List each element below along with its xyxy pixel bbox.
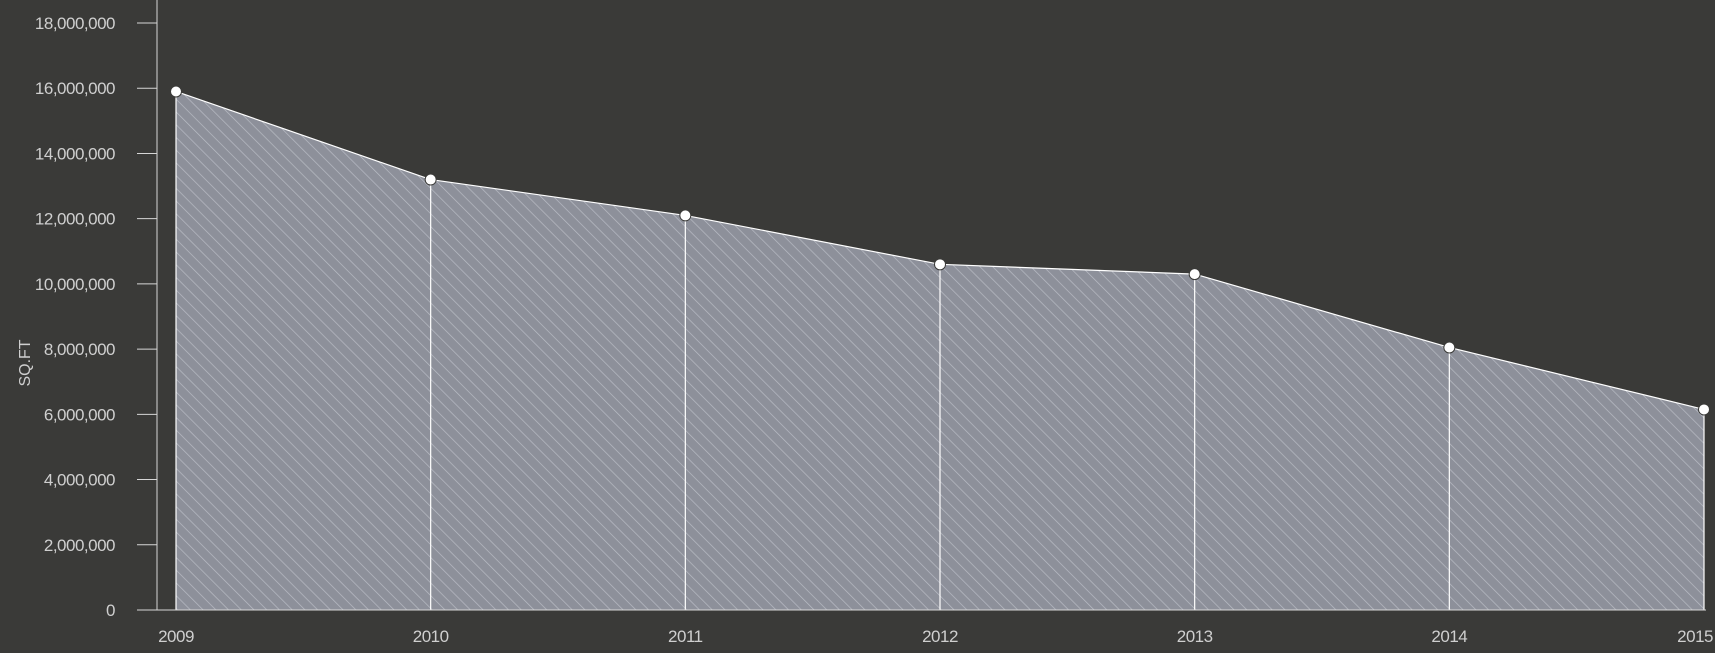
data-point-2010 (424, 173, 437, 186)
data-point-2009 (170, 85, 182, 98)
y-tick-label: 10,000,000 (35, 275, 115, 294)
y-tick-label: 14,000,000 (35, 144, 115, 163)
axis-layer: 0 2,000,000 4,000,000 6,000,000 8,000,000 10,… (35, 0, 1714, 646)
x-tick-label: 2011 (668, 627, 703, 646)
data-point-2012 (934, 258, 946, 271)
data-point-2015 (1698, 403, 1710, 416)
x-tick-label: 2010 (413, 627, 449, 646)
x-tick-label: 2015 (1677, 627, 1713, 646)
x-tick-label: 2014 (1431, 627, 1467, 646)
x-tick-label: 2012 (922, 627, 958, 646)
y-tick-label: 16,000,000 (35, 79, 115, 98)
y-tick-label: 18,000,000 (35, 14, 115, 33)
marker-layer (170, 85, 1710, 416)
y-axis-title: SQ.FT (17, 339, 34, 386)
y-tick-label: 12,000,000 (35, 210, 115, 229)
y-tick-label: 4,000,000 (44, 471, 115, 490)
area-layer (175, 90, 1705, 610)
y-tick-label: 6,000,000 (44, 405, 115, 424)
x-tick-label: 2013 (1177, 627, 1213, 646)
data-point-2013 (1188, 268, 1201, 281)
y-tick-label: 8,000,000 (44, 340, 115, 359)
data-point-2014 (1443, 341, 1456, 354)
y-tick-label: 2,000,000 (44, 536, 115, 555)
data-point-2011 (679, 209, 692, 222)
y-tick-label: 0 (106, 601, 115, 620)
x-tick-label: 2009 (158, 627, 194, 646)
